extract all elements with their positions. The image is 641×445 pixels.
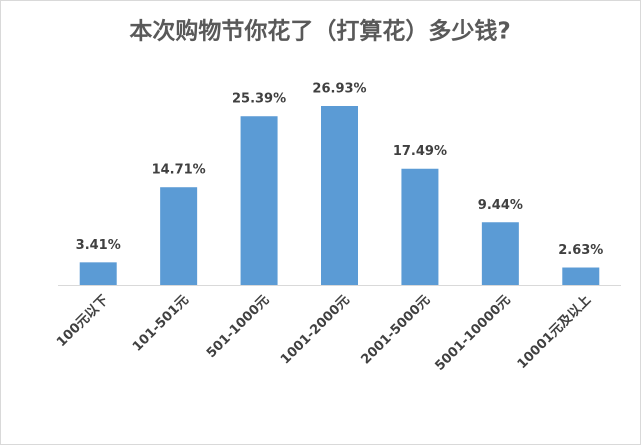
data-label: 26.93% [312,82,366,97]
chart-title: 本次购物节你花了（打算花）多少钱? [129,18,510,45]
data-label: 3.41% [76,238,121,253]
data-label: 25.39% [232,92,286,107]
data-label: 17.49% [393,144,447,159]
data-label: 14.71% [152,163,206,178]
bar [562,267,600,285]
bar [481,222,519,285]
bar [160,187,198,285]
bar [79,262,117,285]
data-label: 2.63% [558,243,603,258]
bar [240,116,278,285]
bar [321,106,358,285]
bar [401,168,439,285]
data-label: 9.44% [478,198,523,213]
